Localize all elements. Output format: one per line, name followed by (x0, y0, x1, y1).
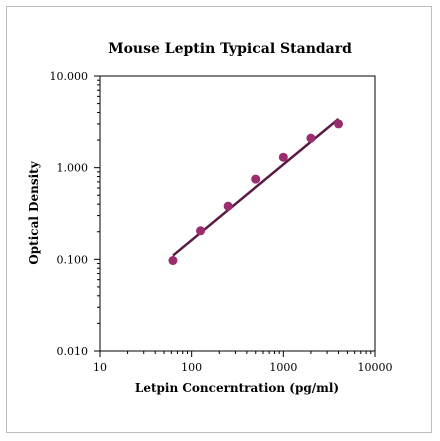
y-tick-label: 0.010 (57, 345, 89, 358)
data-point (306, 133, 316, 143)
axis-ticks (94, 75, 376, 357)
y-tick-label: 0.100 (57, 253, 89, 266)
x-tick-label: 10000 (358, 361, 393, 374)
y-axis-label: Optical Density (27, 160, 41, 264)
chart-frame (6, 6, 432, 433)
chart-title: Mouse Leptin Typical Standard (108, 41, 352, 57)
data-point (334, 119, 344, 129)
data-point (251, 174, 261, 184)
plot-area (99, 75, 376, 352)
data-series (168, 117, 344, 266)
y-tick-label: 10.000 (50, 70, 89, 83)
data-point (278, 152, 288, 162)
data-point (223, 201, 233, 211)
x-tick-label: 100 (181, 361, 202, 374)
x-tick-label: 1000 (269, 361, 297, 374)
y-tick-label: 1.000 (57, 162, 89, 175)
x-axis-label: Letpin Concerntration (pg/ml) (135, 381, 339, 395)
x-tick-label: 10 (93, 361, 107, 374)
data-point (168, 256, 178, 266)
data-point (196, 226, 206, 236)
